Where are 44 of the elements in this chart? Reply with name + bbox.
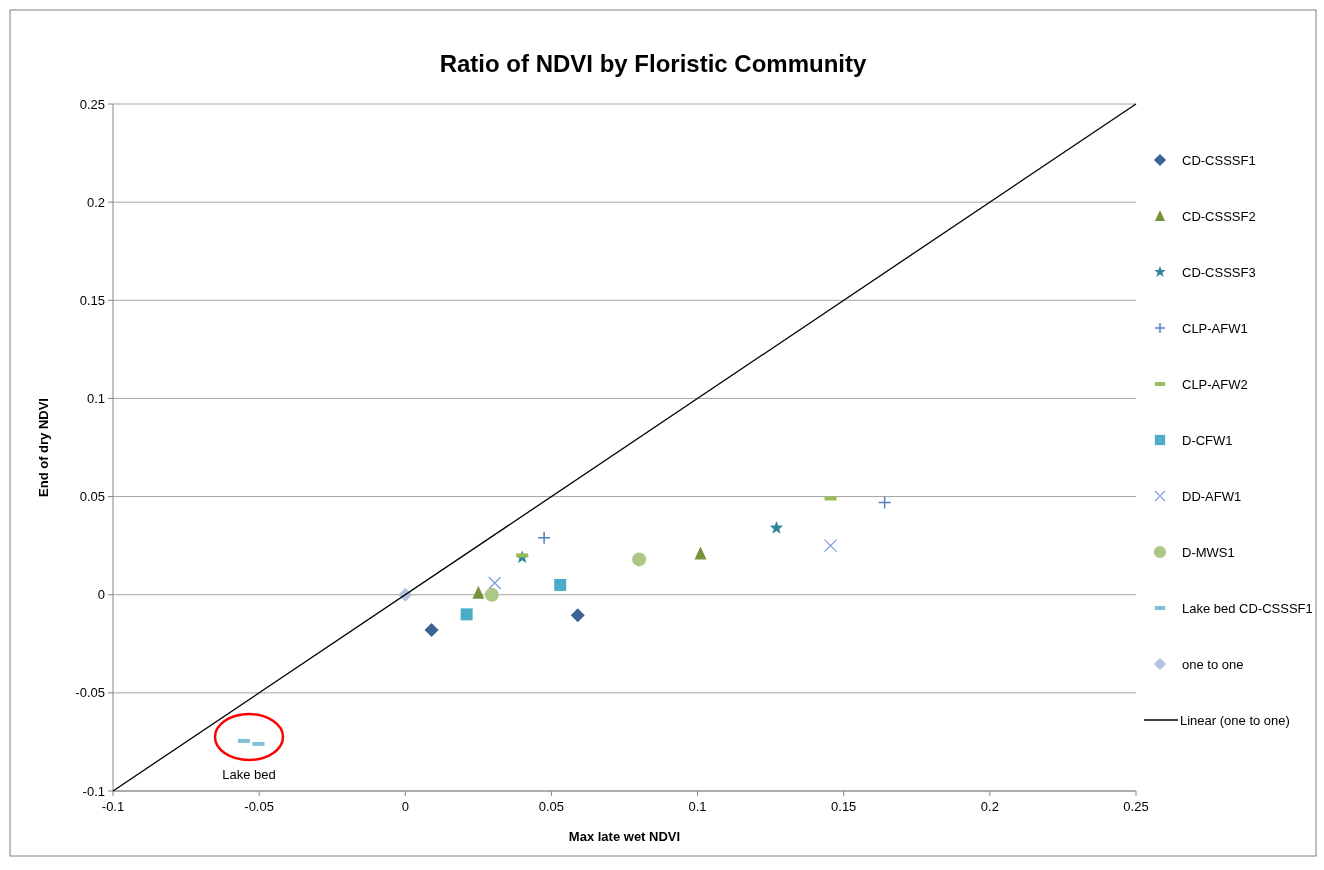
point bbox=[554, 578, 567, 591]
legend-label: D-MWS1 bbox=[1182, 544, 1235, 560]
legend-label: CD-CSSSF1 bbox=[1182, 152, 1256, 168]
chart-title: Ratio of NDVI by Floristic Community bbox=[439, 50, 867, 77]
legend-label: D-CFW1 bbox=[1182, 432, 1233, 448]
y-tick-label: -0.05 bbox=[75, 685, 105, 701]
legend-label: CLP-AFW1 bbox=[1182, 320, 1248, 336]
legend-label: CLP-AFW2 bbox=[1182, 376, 1248, 392]
legend-label: CD-CSSSF2 bbox=[1182, 208, 1256, 224]
x-tick-label: 0.15 bbox=[831, 799, 857, 814]
point bbox=[823, 538, 838, 553]
point bbox=[472, 585, 485, 599]
point bbox=[460, 608, 473, 621]
x-tick-label: -0.05 bbox=[244, 799, 274, 814]
legend-label: one to one bbox=[1182, 656, 1244, 672]
x-tick-label: -0.1 bbox=[101, 799, 125, 814]
x-tick-label: 0.2 bbox=[980, 799, 999, 814]
point bbox=[424, 623, 439, 638]
x-tick-label: 0 bbox=[401, 799, 409, 814]
x-tick-label: 0.1 bbox=[688, 799, 707, 814]
x-axis-title: Max late wet NDVI bbox=[568, 829, 681, 844]
point bbox=[488, 576, 502, 590]
annotation: Lake bed bbox=[222, 767, 276, 782]
x-tick-label: 0.05 bbox=[538, 799, 565, 814]
point bbox=[537, 531, 551, 545]
y-axis-title: End of dry NDVI bbox=[36, 398, 51, 497]
legend-label: Lake bed CD-CSSSF1 bbox=[1182, 600, 1313, 616]
point bbox=[484, 587, 499, 602]
x-tick-label: 0.25 bbox=[1123, 799, 1149, 814]
point bbox=[877, 495, 892, 510]
legend-label: CD-CSSSF3 bbox=[1182, 264, 1256, 280]
legend-label: Linear (one to one) bbox=[1180, 712, 1290, 728]
point bbox=[570, 608, 585, 623]
point bbox=[694, 546, 707, 560]
point bbox=[632, 552, 647, 567]
y-tick-label: 0.15 bbox=[79, 292, 105, 308]
y-tick-label: 0.2 bbox=[86, 194, 105, 210]
point bbox=[769, 520, 784, 534]
y-tick-label: 0 bbox=[97, 587, 105, 603]
y-tick-label: 0.25 bbox=[79, 96, 105, 112]
y-tick-label: 0.05 bbox=[79, 489, 105, 505]
legend-label: DD-AFW1 bbox=[1182, 488, 1242, 504]
y-tick-label: 0.1 bbox=[86, 390, 105, 406]
y-tick-label: -0.1 bbox=[82, 783, 105, 799]
